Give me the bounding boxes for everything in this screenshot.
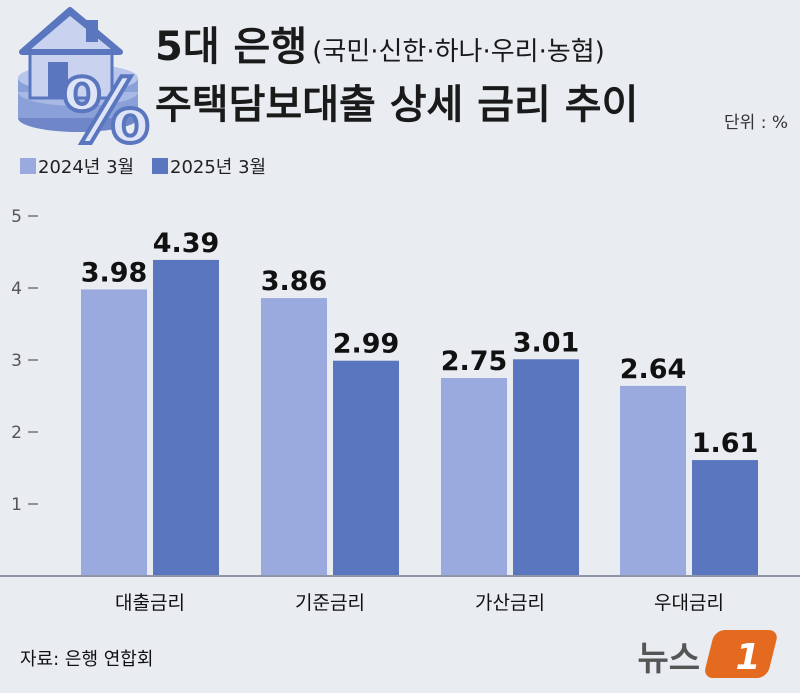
legend: 2024년 3월 2025년 3월 — [20, 157, 266, 178]
y-axis: 1 2 3 4 5 — [11, 207, 38, 515]
value-label: 2.99 — [333, 329, 400, 360]
legend-label-2025: 2025년 3월 — [170, 157, 266, 178]
category-label: 우대금리 — [654, 592, 724, 614]
source-label: 자료: 은행 연합회 — [20, 649, 153, 670]
value-label: 3.98 — [81, 257, 148, 288]
value-labels: 3.98 4.39 3.86 2.99 2.75 3.01 2.64 1.61 — [81, 228, 759, 459]
y-tick-label: 1 — [11, 495, 22, 515]
logo-mark-bg — [705, 630, 777, 678]
x-axis: 대출금리 기준금리 가산금리 우대금리 — [115, 592, 724, 614]
bar-2024-기준금리 — [261, 298, 327, 576]
legend-swatch-2024 — [20, 158, 36, 174]
bar-2024-가산금리 — [441, 378, 507, 576]
category-label: 기준금리 — [295, 592, 365, 614]
bar-2024-대출금리 — [81, 289, 147, 576]
unit-label: 단위 : % — [724, 113, 788, 133]
value-label: 1.61 — [692, 428, 759, 459]
y-tick-label: 5 — [11, 207, 22, 227]
bar-2025-대출금리 — [153, 259, 219, 576]
title-paren: (국민·신한·하나·우리·농협) — [312, 37, 605, 67]
legend-swatch-2025 — [152, 158, 168, 174]
title-main: 5대 은행 — [155, 24, 307, 70]
logo-text: 뉴스 — [637, 639, 700, 679]
value-label: 2.64 — [620, 354, 687, 385]
y-tick-label: 4 — [11, 279, 22, 299]
value-label: 3.86 — [261, 266, 328, 297]
bar-2025-가산금리 — [513, 359, 579, 576]
value-label: 2.75 — [441, 346, 508, 377]
category-label: 대출금리 — [115, 592, 185, 614]
title-line-2: 주택담보대출 상세 금리 추이 — [155, 82, 638, 128]
legend-label-2024: 2024년 3월 — [38, 157, 134, 178]
bar-2024-우대금리 — [620, 385, 686, 576]
logo-mark: 1 — [735, 637, 760, 678]
y-tick-label: 2 — [11, 423, 22, 443]
y-tick-label: 3 — [11, 351, 22, 371]
news1-logo: 뉴스 1 — [637, 630, 777, 679]
value-label: 3.01 — [513, 327, 580, 358]
svg-text:5대 은행 (국민·신한·하나·우리·농협): 5대 은행 (국민·신한·하나·우리·농협) — [155, 24, 605, 70]
bar-2025-기준금리 — [333, 360, 399, 576]
house-coin-percent-icon: % — [18, 7, 152, 165]
value-label: 4.39 — [153, 228, 220, 259]
bar-2025-우대금리 — [692, 460, 758, 576]
category-label: 가산금리 — [475, 592, 545, 614]
svg-text:%: % — [62, 60, 150, 163]
bars — [81, 259, 758, 576]
